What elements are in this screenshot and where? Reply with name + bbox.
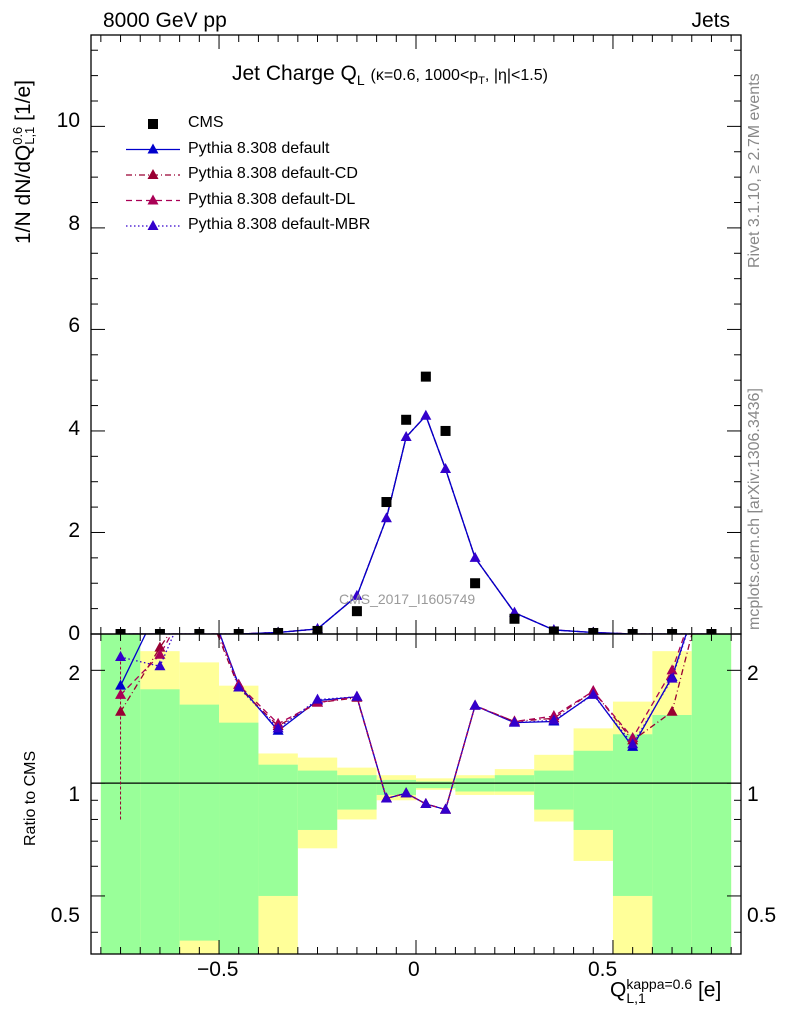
title-detail: (κ=0.6, 1000<pT, |η|<1.5) [370,67,548,88]
ratio-point [380,792,392,803]
ratio-tick-label: 1 [68,783,80,806]
y-ratio-axis-label: Ratio to CMS [22,750,39,846]
ratio-tick-label-right: 1 [747,783,759,806]
legend-marker-triangle [147,220,159,230]
ratio-point [154,648,166,659]
cms-data-point [440,425,451,436]
ratio-point [115,688,127,699]
ratio-point [469,699,481,710]
ratio-tick-label-right: 0.5 [747,904,777,927]
mc-series-line [120,414,712,634]
header-right: Jets [691,9,730,32]
ratio-series-line [120,634,686,811]
ratio-tick-label: 2 [68,662,80,685]
cms-data-point [401,414,412,425]
legend-marker-triangle [147,143,159,154]
legend-label: Pythia 8.308 default [188,139,330,157]
y-tick-label: 4 [68,417,80,440]
ratio-tick-label-right: 2 [747,662,759,685]
mc-point [440,463,452,474]
ratio-point [351,690,363,701]
ratio-point [587,688,599,699]
ratio-point [666,672,678,683]
cms-data-point [420,371,431,382]
green-band-bin [691,634,732,954]
green-band-bin [612,734,653,896]
ratio-point [115,705,127,716]
ratio-point [233,681,245,692]
legend-label: CMS [188,114,224,131]
mc-point [351,589,363,600]
ratio-point [154,660,166,671]
mc-point [380,512,392,523]
legend-marker-triangle [147,169,159,179]
mc-point [400,431,412,442]
chart-title: Jet Charge QL (κ=0.6, 1000<pT, |η|<1.5) [232,62,548,88]
title-main-sub: L [356,72,365,89]
x-tick-label: 0 [408,958,420,981]
cms-data-point [351,606,362,617]
green-band-bin [376,779,416,795]
ratio-point [420,797,432,808]
cms-data-point [381,497,392,508]
y-main-axis-label: 1/N dN/dQ 0.6 L,1 [1/e] [10,80,38,244]
green-band-bin [219,722,259,954]
green-band-bin [416,781,456,789]
green-band-bin [652,714,692,954]
green-band-bin [297,770,338,830]
y-tick-label: 2 [68,519,80,542]
ratio-tick-label: 0.5 [50,904,80,927]
y-tick-label: 6 [68,314,80,337]
title-main: Jet Charge Q [232,62,357,85]
y-tick-label: 10 [56,109,80,132]
legend-label: Pythia 8.308 default-MBR [188,216,371,233]
cms-data-point [470,578,481,589]
ratio-point [627,738,639,749]
cms-data-point [509,613,520,624]
y-tick-label: 0 [68,622,80,645]
green-band-bin [179,704,220,941]
x-tick-label: 0.5 [588,958,618,981]
mcplots-label: mcplots.cern.ch [arXiv:1306.3436] [746,388,763,630]
green-band-bin [573,750,613,830]
ratio-point [666,705,678,716]
mc-point [469,551,481,562]
ratio-point [400,787,412,798]
ratio-point [115,651,127,662]
ratio-point [548,714,560,725]
green-band-bin [455,778,495,792]
analysis-watermark: CMS_2017_I1605749 [339,591,476,607]
green-band-bin [337,775,377,810]
legend-marker-square [148,119,158,129]
legend-label: Pythia 8.308 default-CD [188,165,358,182]
rivet-label: Rivet 3.1.10, ≥ 2.7M events [746,73,763,268]
ratio-point [312,693,324,704]
ratio-point [666,664,678,675]
legend-label: Pythia 8.308 default-DL [188,190,356,208]
green-band-bin [258,764,298,896]
green-band-bin [140,689,180,954]
header-left: 8000 GeV pp [103,9,227,32]
ratio-point [115,679,127,690]
x-tick-label: −0.5 [197,958,239,981]
green-band-bin [534,770,574,810]
legend-marker-triangle [147,194,159,205]
ratio-point [272,722,284,733]
y-tick-label: 8 [68,212,80,235]
ratio-point [508,716,520,727]
ratio-point [440,803,452,814]
mc-point [420,409,432,420]
